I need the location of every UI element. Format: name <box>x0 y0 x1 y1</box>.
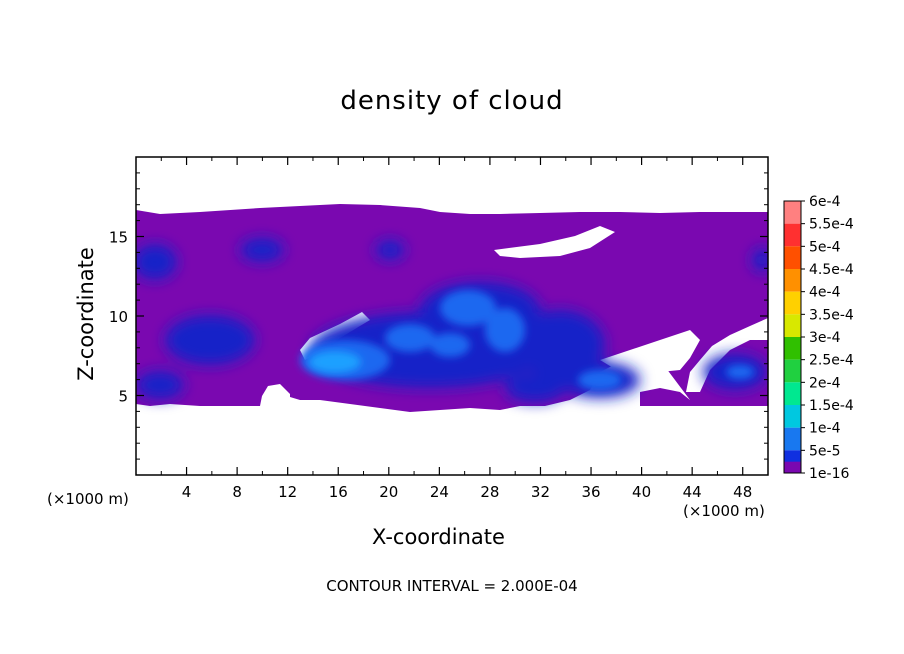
x-axis-label: X-coordinate <box>372 525 505 549</box>
y-axis: 5 10 15 <box>109 172 768 460</box>
x-tick-label: 36 <box>581 483 600 501</box>
x-unit-label-left: (×1000 m) <box>47 490 129 508</box>
colorbar-label: 3.5e-4 <box>809 307 854 323</box>
y-tick-label: 10 <box>109 308 128 326</box>
colorbar-swatch <box>784 314 801 337</box>
y-tick-label: 5 <box>118 388 128 406</box>
x-tick-label: 12 <box>278 483 297 501</box>
colorbar-label: 1.5e-4 <box>809 398 854 414</box>
colorbar-swatch <box>784 223 801 247</box>
colorbar-label: 5e-4 <box>809 239 841 255</box>
chart-title: density of cloud <box>340 86 564 116</box>
colorbar-label: 2.5e-4 <box>809 353 854 369</box>
x-tick-label: 20 <box>379 483 398 501</box>
x-tick-label: 44 <box>683 483 702 501</box>
cloud-gap <box>600 330 700 372</box>
x-tick-label: 48 <box>733 483 752 501</box>
colorbar-swatch <box>784 201 801 224</box>
colorbar-swatch <box>784 246 801 269</box>
x-tick-label: 16 <box>329 483 348 501</box>
colorbar-label: 1e-16 <box>809 466 849 482</box>
colorbar-label: 4.5e-4 <box>809 262 854 278</box>
colorbar-swatch <box>784 461 801 473</box>
colorbar-swatch <box>784 427 801 451</box>
colorbar-label: 6e-4 <box>809 194 841 210</box>
density-level-1.5e-4 <box>309 351 361 373</box>
colorbar-label: 5.5e-4 <box>809 217 854 233</box>
x-tick-label: 28 <box>480 483 499 501</box>
x-unit-label-right: (×1000 m) <box>683 502 765 520</box>
colorbar-swatch <box>784 291 801 315</box>
colorbar-label: 2e-4 <box>809 375 841 391</box>
contour-interval-note: CONTOUR INTERVAL = 2.000E-04 <box>326 577 578 595</box>
colorbar-swatch <box>784 405 801 428</box>
x-tick-label: 24 <box>430 483 449 501</box>
colorbar-swatch <box>784 337 801 360</box>
cloud-gap <box>494 226 615 258</box>
contour-field <box>136 204 768 412</box>
x-tick-label: 40 <box>632 483 651 501</box>
y-axis-label: Z-coordinate <box>74 247 98 381</box>
colorbar-label: 5e-5 <box>809 443 840 459</box>
colorbar-swatch <box>784 269 801 292</box>
y-tick-label: 15 <box>109 229 128 247</box>
colorbar-label: 4e-4 <box>809 285 841 301</box>
colorbar-swatch <box>784 359 801 383</box>
cloud-gap <box>262 384 290 406</box>
colorbar-label: 3e-4 <box>809 330 841 346</box>
x-tick-label: 8 <box>232 483 242 501</box>
colorbar-label: 1e-4 <box>809 421 841 437</box>
colorbar: 6e-4 5.5e-4 5e-4 4.5e-4 4e-4 3.5e-4 3e-4 2.5e-4… <box>783 194 854 482</box>
x-tick-label: 4 <box>182 483 192 501</box>
x-axis: 4 8 12 16 20 24 28 32 36 40 44 48 <box>160 157 752 501</box>
x-tick-label: 32 <box>531 483 550 501</box>
colorbar-swatch <box>784 382 801 405</box>
